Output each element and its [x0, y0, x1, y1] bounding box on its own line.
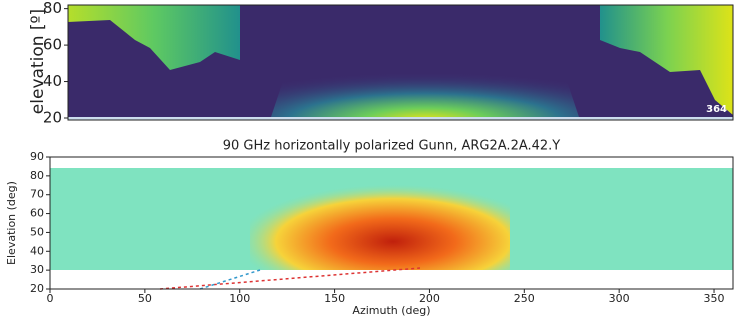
y-tick-label: 30: [30, 263, 44, 276]
y-tick-label: 40: [30, 244, 44, 257]
bottom-heatmap: [50, 168, 733, 289]
y-tick-label: 90: [30, 150, 44, 163]
y-tick-label: 70: [30, 188, 44, 201]
x-tick-label: 150: [324, 292, 345, 305]
y-tick-label: 80: [30, 169, 44, 182]
x-axis-label: Azimuth (deg): [352, 304, 430, 317]
y-axis-label: Elevation (deg): [5, 181, 18, 265]
top-heatmap: [68, 5, 733, 120]
figure: 20406080elevation [º]3642030405060708090…: [0, 0, 737, 318]
x-tick-label: 0: [47, 292, 54, 305]
x-tick-label: 350: [704, 292, 725, 305]
x-tick-label: 250: [514, 292, 535, 305]
y-tick-label: 20: [30, 282, 44, 295]
x-tick-label: 50: [138, 292, 152, 305]
x-tick-label: 300: [609, 292, 630, 305]
y-axis-label: elevation [º]: [28, 9, 48, 114]
x-tick-label: 100: [229, 292, 250, 305]
chart-title: 90 GHz horizontally polarized Gunn, ARG2…: [223, 139, 561, 154]
annotation: 364: [706, 104, 727, 115]
y-tick-label: 50: [30, 225, 44, 238]
y-tick-label: 60: [30, 207, 44, 220]
